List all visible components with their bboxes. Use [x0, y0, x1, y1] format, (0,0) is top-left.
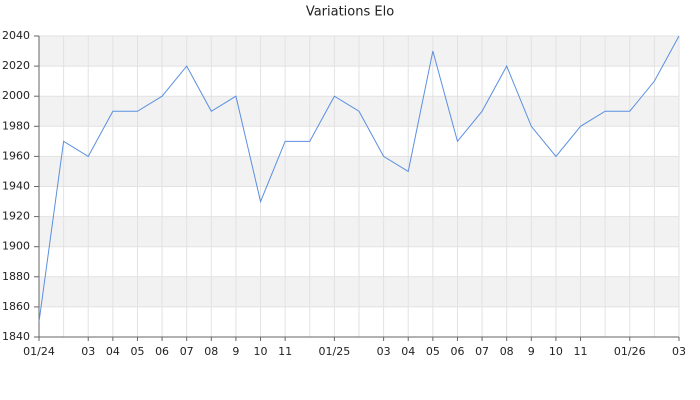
x-tick-label: 10 [254, 345, 268, 358]
x-tick-label: 9 [528, 345, 535, 358]
x-tick-label: 04 [401, 345, 415, 358]
x-tick-label: 07 [180, 345, 194, 358]
x-tick-label: 03 [377, 345, 391, 358]
x-tick-label: 03 [672, 345, 686, 358]
x-tick-label: 05 [426, 345, 440, 358]
y-tick-label: 2040 [2, 29, 30, 42]
x-tick-label: 11 [278, 345, 292, 358]
x-tick-label: 04 [106, 345, 120, 358]
chart-title: Variations Elo [306, 5, 394, 20]
x-tick-label: 01/25 [319, 345, 351, 358]
y-tick-label: 2000 [2, 89, 30, 102]
x-tick-label: 03 [81, 345, 95, 358]
x-tick-label: 05 [130, 345, 144, 358]
y-tick-label: 2020 [2, 59, 30, 72]
y-tick-label: 1920 [2, 210, 30, 223]
x-tick-label: 06 [155, 345, 169, 358]
y-tick-label: 1840 [2, 330, 30, 343]
x-tick-label: 10 [549, 345, 563, 358]
line-series [38, 35, 680, 323]
y-tick-label: 1860 [2, 300, 30, 313]
x-tick-label: 01/26 [614, 345, 646, 358]
x-tick-label: 07 [475, 345, 489, 358]
y-tick-label: 1960 [2, 149, 30, 162]
x-tick-label: 06 [450, 345, 464, 358]
y-tick-label: 1900 [2, 240, 30, 253]
y-tick-label: 1940 [2, 180, 30, 193]
y-tick-label: 1980 [2, 119, 30, 132]
y-tick-label: 1880 [2, 270, 30, 283]
x-tick-label: 08 [204, 345, 218, 358]
x-tick-label: 11 [574, 345, 588, 358]
x-tick-label: 01/24 [23, 345, 55, 358]
x-tick-label: 9 [232, 345, 239, 358]
x-tick-label: 08 [500, 345, 514, 358]
